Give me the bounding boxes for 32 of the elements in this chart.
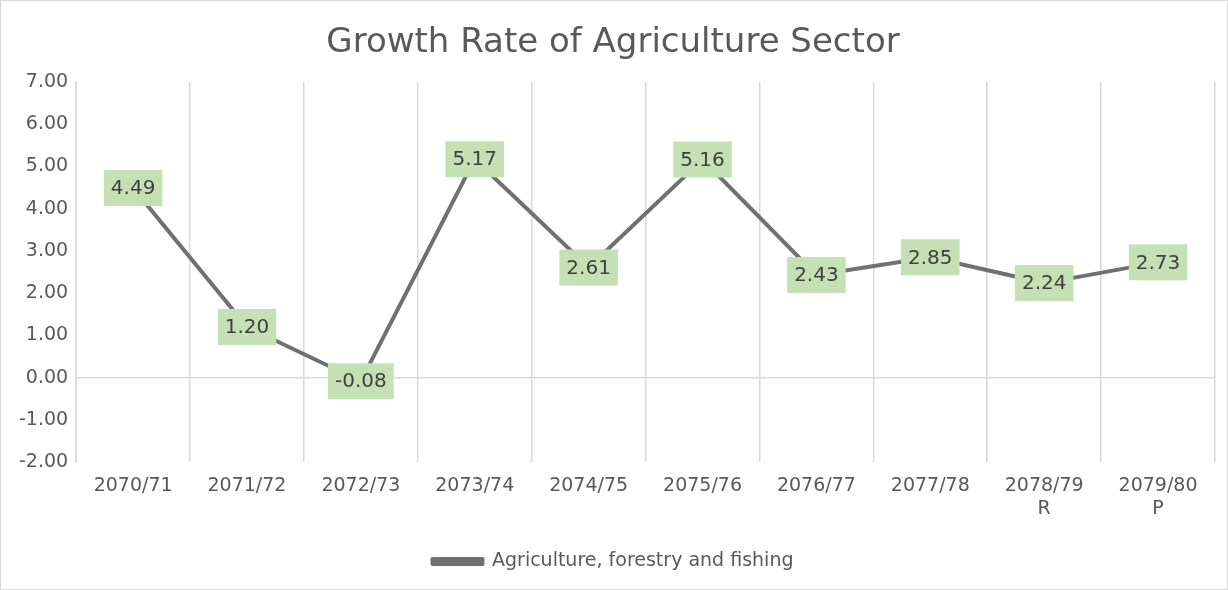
- x-tick-label: 2072/73: [321, 472, 401, 495]
- data-label: 4.49: [110, 175, 156, 200]
- y-tick-label: 5.00: [25, 153, 69, 176]
- x-tick-label: 2071/72: [207, 472, 287, 495]
- x-tick-label: 2070/71: [93, 472, 173, 495]
- data-label: 2.43: [794, 262, 839, 287]
- y-tick-label: 6.00: [25, 111, 69, 134]
- x-tick-label: 2076/77: [776, 472, 856, 495]
- y-tick-label: 0.00: [25, 364, 69, 387]
- x-tick-label: 2075/76: [663, 472, 742, 495]
- chart-title: Growth Rate of Agriculture Sector: [326, 20, 900, 61]
- legend-label: Agriculture, forestry and fishing: [492, 548, 794, 571]
- data-label: 2.73: [1135, 249, 1181, 274]
- data-label: 5.17: [452, 146, 498, 171]
- data-label: -0.08: [335, 368, 387, 393]
- data-label: 1.20: [224, 314, 270, 339]
- y-tick-label: -2.00: [18, 449, 69, 472]
- data-label: 2.24: [1021, 270, 1067, 295]
- y-tick-label: 2.00: [25, 280, 69, 303]
- data-label: 5.16: [680, 146, 725, 171]
- x-tick-label: 2077/78: [890, 472, 970, 495]
- y-tick-label: -1.00: [18, 407, 69, 430]
- x-tick-label: 2074/75: [549, 472, 629, 495]
- y-tick-label: 7.00: [25, 68, 69, 91]
- y-tick-label: 4.00: [25, 195, 69, 218]
- x-tick-label: 2073/74: [435, 472, 515, 495]
- y-tick-label: 3.00: [25, 237, 69, 260]
- data-label: 2.61: [566, 254, 611, 279]
- data-label: 2.85: [908, 244, 953, 269]
- y-tick-label: 1.00: [25, 322, 69, 345]
- x-tick-label: 2079/80 P: [1118, 472, 1198, 518]
- x-tick-label: 2078/79 R: [1004, 472, 1084, 518]
